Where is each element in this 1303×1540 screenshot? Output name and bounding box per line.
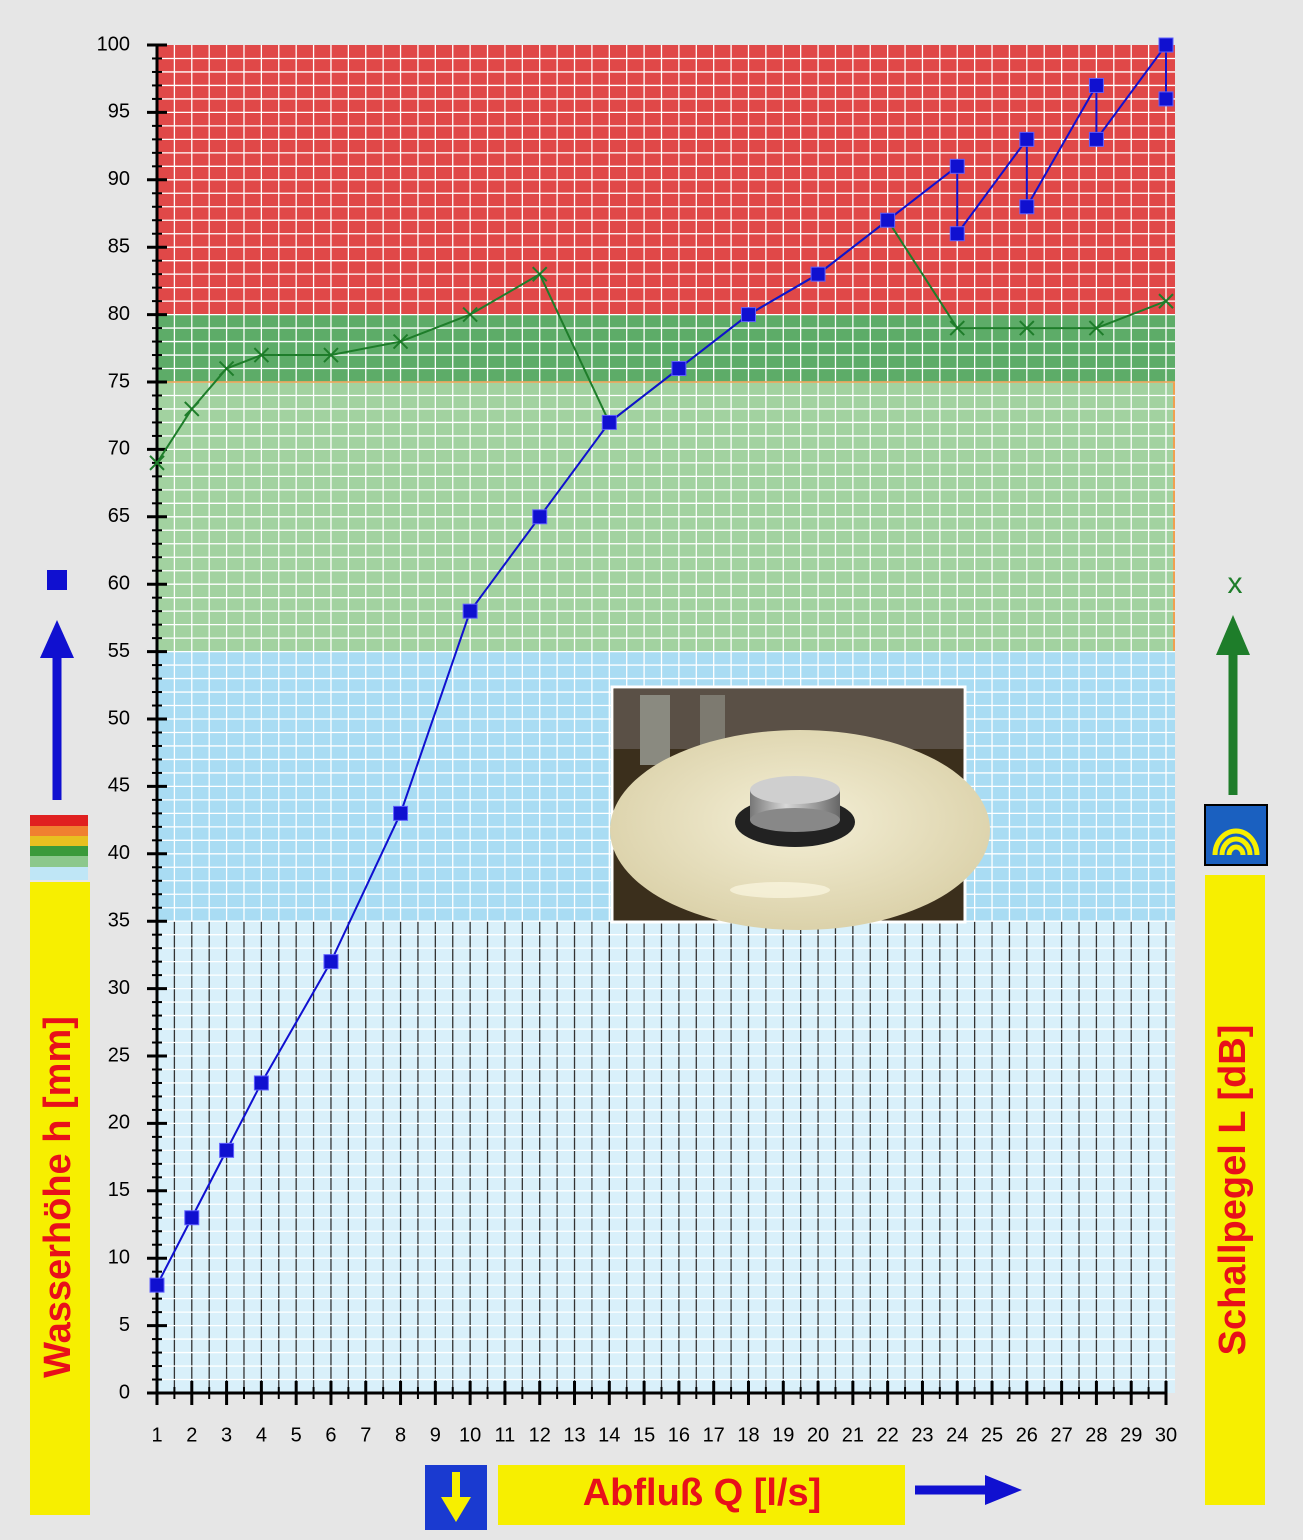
- x-tick-label: 18: [737, 1424, 759, 1446]
- y-tick-label: 40: [108, 842, 130, 864]
- x-tick-label: 4: [256, 1424, 267, 1446]
- point: [1159, 92, 1173, 106]
- point: [1089, 132, 1103, 146]
- point: [672, 362, 686, 376]
- y-tick-label: 10: [108, 1246, 130, 1268]
- point: [254, 1076, 268, 1090]
- point: [220, 1143, 234, 1157]
- x-tick-label: 20: [807, 1424, 829, 1446]
- x-tick-label: 26: [1016, 1424, 1038, 1446]
- y-tick-label: 65: [108, 505, 130, 527]
- x-tick-label: 17: [703, 1424, 725, 1446]
- y-tick-label: 100: [97, 33, 130, 55]
- x-tick-label: 11: [495, 1424, 516, 1446]
- y-tick-label: 75: [108, 370, 130, 392]
- zone-band: [157, 921, 1175, 1393]
- x-tick-label: 10: [459, 1424, 481, 1446]
- y-tick-label: 90: [108, 168, 130, 190]
- point: [1020, 200, 1034, 214]
- y-tick-label: 0: [119, 1381, 130, 1403]
- photo: [610, 687, 990, 930]
- x-tick-label: 7: [360, 1424, 371, 1446]
- point: [1159, 38, 1173, 52]
- y-tick-label: 5: [119, 1314, 130, 1336]
- x-tick-label: 5: [291, 1424, 302, 1446]
- x-tick-label: 27: [1050, 1424, 1072, 1446]
- x-tick-label: 1: [151, 1424, 162, 1446]
- x-tick-label: 6: [325, 1424, 336, 1446]
- y-tick-label: 15: [108, 1179, 130, 1201]
- point: [950, 227, 964, 241]
- x-axis-label: Abfluß Q [l/s]: [583, 1472, 822, 1514]
- x-tick-label: 12: [529, 1424, 551, 1446]
- x-tick-label: 9: [430, 1424, 441, 1446]
- x-tick-label: 24: [946, 1424, 968, 1446]
- y2-axis-label: Schallpegel L [dB]: [1212, 1025, 1254, 1356]
- point: [811, 267, 825, 281]
- y-axis-label: Wasserhöhe h [mm]: [37, 1016, 79, 1378]
- y-tick-label: 30: [108, 977, 130, 999]
- y2-marker-label: x: [1228, 567, 1243, 600]
- y-tick-label: 50: [108, 707, 130, 729]
- x-tick-label: 15: [633, 1424, 655, 1446]
- point: [394, 806, 408, 820]
- point: [533, 510, 547, 524]
- point: [602, 415, 616, 429]
- y-tick-label: 95: [108, 101, 130, 123]
- point: [185, 1211, 199, 1225]
- x-tick-label: 19: [772, 1424, 794, 1446]
- x-tick-label: 2: [186, 1424, 197, 1446]
- x-tick-label: 3: [221, 1424, 232, 1446]
- x-tick-label: 21: [842, 1424, 864, 1446]
- point: [881, 213, 895, 227]
- x-tick-label: 13: [563, 1424, 585, 1446]
- x-tick-label: 25: [981, 1424, 1003, 1446]
- x-tick-label: 14: [598, 1424, 620, 1446]
- page: Wasserhöhe h [mm] x Schallpegel L [dB] A…: [0, 0, 1303, 1540]
- point: [463, 604, 477, 618]
- y-tick-label: 80: [108, 303, 130, 325]
- y-tick-label: 55: [108, 640, 130, 662]
- x-tick-label: 23: [911, 1424, 933, 1446]
- y-tick-label: 25: [108, 1044, 130, 1066]
- x-tick-label: 29: [1120, 1424, 1142, 1446]
- point: [741, 308, 755, 322]
- chart: Wasserhöhe h [mm] x Schallpegel L [dB] A…: [0, 0, 1303, 1535]
- y-tick-label: 70: [108, 438, 130, 460]
- x-tick-label: 16: [668, 1424, 690, 1446]
- x-tick-label: 8: [395, 1424, 406, 1446]
- y-tick-label: 20: [108, 1112, 130, 1134]
- point: [324, 955, 338, 969]
- point: [950, 159, 964, 173]
- y-tick-label: 85: [108, 235, 130, 257]
- y-tick-label: 60: [108, 572, 130, 594]
- y-tick-label: 35: [108, 909, 130, 931]
- point: [1089, 78, 1103, 92]
- x-tick-label: 22: [877, 1424, 899, 1446]
- x-tick-label: 28: [1085, 1424, 1107, 1446]
- x-tick-label: 30: [1155, 1424, 1177, 1446]
- y-tick-label: 45: [108, 775, 130, 797]
- point: [1020, 132, 1034, 146]
- point: [150, 1278, 164, 1292]
